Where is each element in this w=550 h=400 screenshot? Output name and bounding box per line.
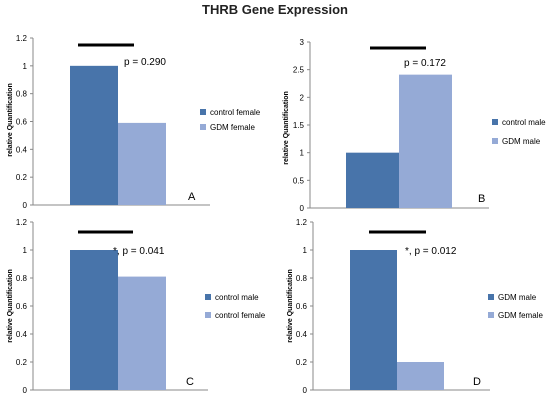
legend-entry: GDM female	[498, 311, 543, 320]
y-tick-label: 0.4	[16, 145, 28, 154]
y-tick-label: 0.2	[16, 358, 28, 367]
y-tick-label: 0	[23, 386, 28, 395]
y-tick-label: 0	[300, 204, 305, 213]
p-value-annotation: *, p = 0.041	[113, 246, 165, 257]
y-tick-label: 0.2	[16, 173, 28, 182]
y-tick-label: 0.6	[16, 118, 28, 127]
legend-entry: control female	[215, 311, 266, 320]
legend-entry: GDM male	[502, 137, 541, 146]
bar-control-male	[346, 152, 399, 208]
y-axis-label: relative Quantification	[283, 91, 290, 165]
panel-letter: D	[473, 376, 481, 388]
y-tick-label: 0.4	[296, 330, 308, 339]
bar-GDM-female	[118, 122, 166, 205]
y-tick-label: 0.6	[16, 302, 28, 311]
y-tick-label: 0.2	[296, 358, 308, 367]
bar-control-female	[70, 65, 118, 205]
legend-entry: control male	[502, 118, 546, 127]
chart-panel-d: 0 0.2 0.4 0.6 0.8 1 1.2 relative Quantification…	[287, 218, 543, 395]
y-tick-label: 0.6	[296, 302, 308, 311]
y-tick-label: 1.2	[296, 218, 308, 227]
y-axis-label: relative Quantification	[7, 269, 14, 343]
legend-entry: GDM male	[498, 293, 537, 302]
legend-entry: control female	[210, 108, 261, 117]
y-tick-label: 1	[23, 246, 28, 255]
legend-swatch	[205, 294, 211, 300]
legend-swatch	[492, 138, 498, 144]
y-tick-label: 2.5	[293, 66, 305, 75]
bar-control-female	[118, 276, 166, 390]
bar-GDM-male	[399, 74, 452, 208]
y-tick-label: 0	[303, 386, 308, 395]
y-tick-label: 0.8	[16, 90, 28, 99]
y-tick-label: 0.8	[296, 274, 308, 283]
chart-panel-b: 0 0.5 1 1.5 2 2.5 3 relative Quantification p = …	[283, 38, 546, 213]
panel-letter: C	[186, 376, 194, 388]
bar-control-male	[70, 250, 118, 390]
y-tick-label: 0	[23, 201, 28, 210]
y-axis-label: relative Quantification	[7, 83, 14, 157]
y-tick-label: 3	[300, 38, 305, 47]
y-tick-label: 1.5	[293, 121, 305, 130]
legend-swatch	[205, 312, 211, 318]
legend-swatch	[488, 294, 494, 300]
y-tick-label: 1	[300, 149, 305, 158]
legend-swatch	[488, 312, 494, 318]
y-tick-label: 0.4	[16, 330, 28, 339]
y-tick-label: 1	[303, 246, 308, 255]
panel-letter: B	[478, 193, 485, 205]
p-value-annotation: p = 0.290	[124, 57, 166, 68]
legend-swatch	[200, 124, 206, 130]
legend-swatch	[492, 119, 498, 125]
y-axis-label: relative Quantification	[287, 269, 294, 343]
legend-entry: GDM female	[210, 123, 255, 132]
panel-letter: A	[188, 191, 196, 203]
legend-entry: control male	[215, 293, 259, 302]
figure-title: THRB Gene Expression	[202, 2, 348, 17]
y-tick-label: 0.5	[293, 176, 305, 185]
bar-GDM-female	[397, 362, 444, 390]
p-value-annotation: p = 0.172	[404, 58, 446, 69]
y-tick-label: 0.8	[16, 274, 28, 283]
y-tick-label: 1.2	[16, 218, 28, 227]
y-tick-label: 1	[23, 62, 28, 71]
bar-GDM-male	[350, 250, 397, 390]
p-value-annotation: *, p = 0.012	[405, 246, 457, 257]
chart-panel-c: 0 0.2 0.4 0.6 0.8 1 1.2 relative Quantification…	[7, 218, 266, 395]
legend-swatch	[200, 109, 206, 115]
chart-panel-a: 0 0.2 0.4 0.6 0.8 1 1.2 relative Quantification…	[7, 34, 261, 210]
y-tick-label: 1.2	[16, 34, 28, 43]
y-tick-label: 2	[300, 93, 305, 102]
